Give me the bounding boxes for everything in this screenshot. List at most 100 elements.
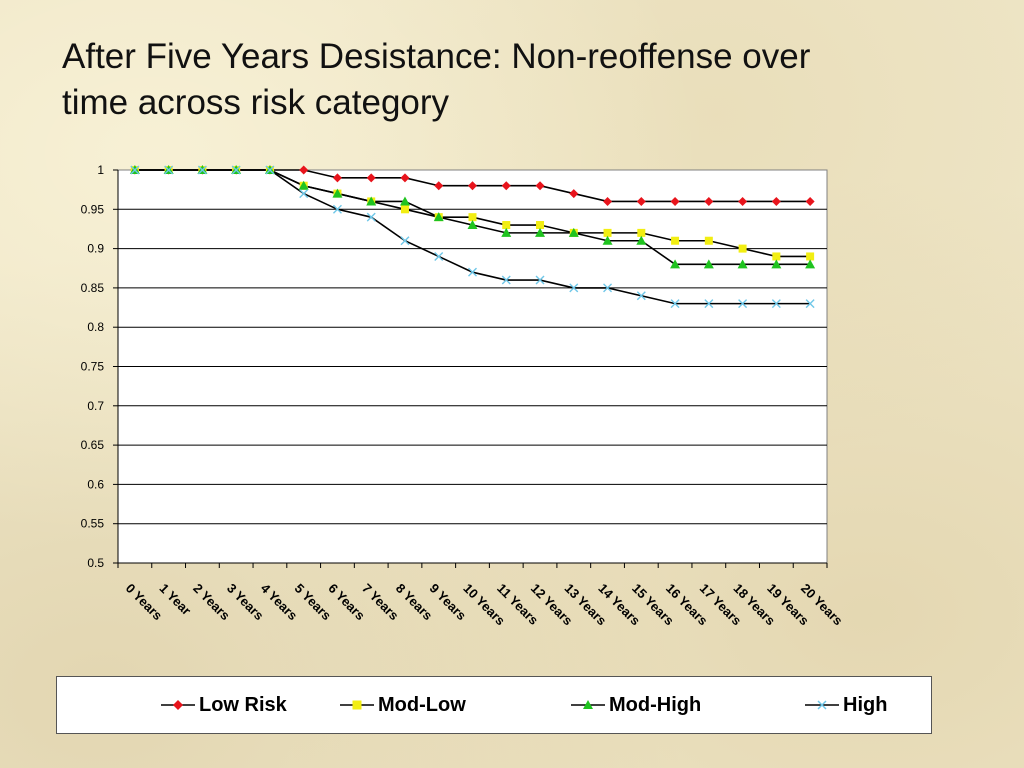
x-tick-label: 0 Years bbox=[123, 581, 166, 624]
data-point-low-risk bbox=[299, 165, 309, 175]
y-tick-label: 0.8 bbox=[87, 320, 104, 334]
data-point-mod-high bbox=[568, 227, 579, 237]
y-tick-label: 0.75 bbox=[81, 360, 105, 374]
x-tick-label: 5 Years bbox=[292, 581, 335, 624]
data-point-mod-high bbox=[467, 220, 478, 230]
legend-swatch-high bbox=[805, 700, 839, 710]
data-point-high bbox=[231, 165, 241, 175]
y-tick-label: 1 bbox=[97, 163, 104, 177]
data-point-low-risk bbox=[636, 196, 646, 206]
x-tick-label: 6 Years bbox=[325, 581, 368, 624]
x-tick-label: 8 Years bbox=[393, 581, 436, 624]
data-point-mod-low bbox=[671, 236, 680, 245]
data-point-high bbox=[366, 212, 376, 222]
slide-title-line-2: time across risk category bbox=[62, 83, 450, 122]
data-point-low-risk bbox=[501, 181, 511, 191]
data-point-mod-high bbox=[399, 196, 410, 206]
data-point-low-risk bbox=[468, 181, 477, 191]
data-point-high bbox=[332, 204, 342, 214]
data-point-high bbox=[738, 299, 748, 309]
data-point-low-risk bbox=[434, 181, 444, 191]
legend-label-mod-high: Mod-High bbox=[609, 694, 702, 716]
data-point-low-risk bbox=[738, 196, 748, 206]
data-point-high bbox=[468, 267, 477, 277]
data-point-high bbox=[636, 291, 646, 301]
data-point-low-risk bbox=[400, 173, 410, 183]
line-chart: 1 0.95 0.9 0.85 0.8 0.75 0.7 0.65 0.6 0.55 0.5 0 Y… bbox=[81, 163, 846, 628]
data-point-high bbox=[603, 283, 613, 293]
y-tick-label: 0.95 bbox=[81, 202, 105, 216]
data-point-mod-low bbox=[772, 252, 781, 261]
data-point-low-risk bbox=[704, 196, 714, 206]
data-point-mod-low bbox=[704, 236, 713, 245]
data-point-high bbox=[299, 189, 309, 199]
data-point-low-risk bbox=[603, 196, 613, 206]
data-point-mod-high bbox=[737, 259, 748, 269]
x-tick-label: 3 Years bbox=[224, 581, 267, 624]
data-point-low-risk bbox=[771, 196, 781, 206]
legend-item-mod-low: Mod-Low bbox=[340, 694, 466, 716]
y-axis: 1 0.95 0.9 0.85 0.8 0.75 0.7 0.65 0.6 0.55 0.5 bbox=[81, 163, 827, 570]
data-point-low-risk bbox=[670, 196, 680, 206]
x-tick-label: 7 Years bbox=[359, 581, 402, 624]
y-tick-label: 0.9 bbox=[87, 242, 104, 256]
x-tick-label: 9 Years bbox=[427, 581, 470, 624]
legend-swatch-mod-high bbox=[571, 700, 605, 709]
gridlines bbox=[118, 208, 827, 525]
data-point-low-risk bbox=[332, 173, 342, 183]
data-point-low-risk bbox=[805, 196, 815, 206]
data-point-low-risk bbox=[366, 173, 376, 183]
legend-label-low-risk: Low Risk bbox=[199, 694, 287, 716]
legend-swatch-mod-low bbox=[340, 700, 374, 710]
data-point-low-risk bbox=[535, 181, 545, 191]
x-tick-label: 4 Years bbox=[258, 581, 301, 624]
y-tick-label: 0.6 bbox=[87, 477, 104, 491]
legend-item-high: High bbox=[805, 694, 887, 716]
y-tick-label: 0.85 bbox=[81, 281, 105, 295]
data-point-high bbox=[130, 165, 140, 175]
data-point-high bbox=[569, 283, 579, 293]
y-tick-label: 0.5 bbox=[87, 556, 104, 570]
data-point-mod-high bbox=[535, 227, 546, 237]
legend: Low Risk Mod-Low Mod-High High bbox=[56, 676, 932, 734]
data-point-mod-high bbox=[636, 235, 647, 245]
data-point-mod-low bbox=[468, 213, 477, 222]
data-point-mod-high bbox=[332, 188, 343, 198]
slide-title: After Five Years Desistance: Non-reoffen… bbox=[62, 34, 962, 126]
y-tick-label: 0.7 bbox=[87, 399, 104, 413]
data-point-mod-high bbox=[501, 227, 512, 237]
legend-item-mod-high: Mod-High bbox=[571, 694, 701, 716]
data-point-high bbox=[265, 165, 275, 175]
data-point-mod-low bbox=[637, 228, 646, 237]
data-point-mod-high bbox=[433, 212, 444, 222]
data-point-mod-low bbox=[806, 252, 815, 261]
data-point-high bbox=[400, 236, 410, 246]
data-point-mod-high bbox=[703, 259, 714, 269]
data-point-mod-low bbox=[536, 221, 545, 230]
series-group bbox=[129, 165, 816, 309]
data-point-high bbox=[670, 299, 680, 309]
legend-label-high: High bbox=[843, 694, 888, 716]
legend-label-mod-low: Mod-Low bbox=[378, 694, 466, 716]
y-tick-label: 0.55 bbox=[81, 517, 105, 531]
data-point-mod-low bbox=[502, 221, 511, 230]
data-point-mod-high bbox=[670, 259, 681, 269]
data-point-high bbox=[535, 275, 545, 285]
legend-swatch-low-risk bbox=[161, 700, 195, 710]
data-point-high bbox=[501, 275, 511, 285]
data-point-high bbox=[434, 251, 444, 261]
slide-title-line-1: After Five Years Desistance: Non-reoffen… bbox=[62, 37, 811, 76]
data-point-mod-high bbox=[805, 259, 816, 269]
data-point-high bbox=[771, 299, 781, 309]
data-point-mod-low bbox=[603, 228, 612, 237]
data-point-high bbox=[197, 165, 207, 175]
data-point-high bbox=[164, 165, 174, 175]
data-point-high bbox=[805, 299, 815, 309]
data-point-mod-high bbox=[602, 235, 613, 245]
data-point-mod-low bbox=[738, 244, 747, 253]
x-tick-label: 2 Years bbox=[190, 581, 233, 624]
data-point-mod-low bbox=[400, 205, 409, 214]
data-point-mod-high bbox=[298, 180, 309, 190]
data-point-mod-high bbox=[366, 196, 377, 206]
